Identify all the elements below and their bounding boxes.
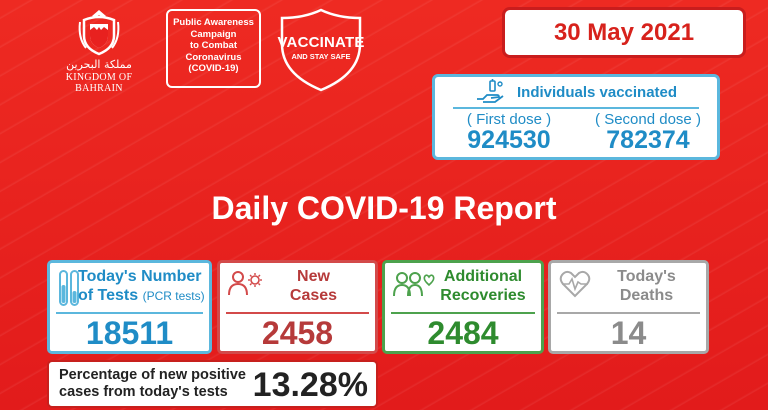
recoveries-label-line-1: Additional — [443, 268, 523, 285]
tests-label-line-1: Today's Number — [78, 268, 202, 285]
campaign-line: Public Awareness — [173, 17, 254, 28]
second-dose-value: 782374 — [606, 126, 690, 154]
positivity-label-line-1: Percentage of new positive — [59, 367, 246, 383]
campaign-line: Coronavirus — [185, 51, 242, 63]
deaths-label-line-1: Today's — [617, 268, 676, 285]
positivity-label-line-2: cases from today's tests — [59, 384, 228, 401]
report-title: Daily COVID-19 Report — [211, 190, 557, 226]
report-date-text: 30 May 2021 — [553, 18, 695, 46]
new-cases-value: 2458 — [261, 315, 334, 351]
campaign-line: Campaign — [190, 28, 237, 40]
vaccination-divider — [453, 107, 699, 109]
second-dose: ( Second dose ) 782374 — [583, 111, 713, 153]
heart-pulse-icon — [559, 270, 591, 298]
vaccination-title: Individuals vaccinated — [517, 83, 678, 101]
people-heart-icon — [393, 272, 435, 297]
campaign-box: Public Awareness Campaign to Combat Coro… — [166, 9, 261, 88]
emblem-english-text: KINGDOM OF BAHRAIN — [65, 72, 133, 94]
vaccination-panel: Individuals vaccinated ( First dose ) 92… — [432, 74, 720, 160]
new-cases-divider — [226, 312, 369, 314]
recoveries-label: Additional Recoveries — [385, 263, 541, 311]
shield-icon — [280, 8, 362, 92]
tests-card: Today's Number of Tests (PCR tests) 1851… — [47, 260, 212, 354]
deaths-label-line-2: Deaths — [619, 287, 674, 305]
recoveries-divider — [391, 312, 535, 314]
positivity-box: Percentage of new positive cases from to… — [47, 360, 378, 408]
campaign-line: (COVID-19) — [188, 63, 239, 75]
recoveries-value: 2484 — [427, 315, 499, 351]
test-tubes-icon — [59, 270, 79, 306]
tests-value: 18511 — [85, 315, 174, 351]
new-cases-label: New Cases — [220, 263, 375, 311]
recoveries-label-line-2: Recoveries — [440, 287, 526, 305]
report-date: 30 May 2021 — [502, 7, 746, 58]
vaccination-header: Individuals vaccinated — [435, 77, 717, 107]
recoveries-card: Additional Recoveries 2484 — [382, 260, 544, 354]
vaccinate-subtitle: AND STAY SAFE — [291, 52, 351, 61]
tests-divider — [56, 312, 203, 314]
first-dose: ( First dose ) 924530 — [449, 111, 569, 153]
bahrain-emblem: مملكة البحرين KINGDOM OF BAHRAIN — [44, 8, 154, 94]
person-virus-icon — [228, 271, 262, 296]
tests-label-line-2: of Tests (PCR tests) — [78, 286, 209, 305]
new-cases-card: New Cases 2458 — [217, 260, 378, 354]
first-dose-value: 924530 — [467, 126, 551, 154]
deaths-card: Today's Deaths 14 — [548, 260, 709, 354]
new-cases-label-line-1: New — [297, 268, 330, 285]
emblem-arabic-text: مملكة البحرين — [66, 58, 132, 71]
bahrain-emblem-icon — [78, 10, 120, 56]
second-dose-label: ( Second dose ) — [595, 111, 701, 128]
new-cases-label-line-2: Cases — [289, 287, 338, 305]
campaign-line: to Combat — [190, 40, 237, 52]
first-dose-label: ( First dose ) — [466, 111, 552, 128]
vaccinate-title: VACCINATE — [277, 34, 365, 51]
tests-label-line-2-text: of Tests — [78, 287, 139, 305]
tests-label: Today's Number of Tests (PCR tests) — [50, 263, 209, 311]
positivity-label: Percentage of new positive cases from to… — [59, 367, 259, 402]
deaths-value: 14 — [610, 315, 647, 351]
positivity-value: 13.28% — [252, 366, 368, 404]
vaccine-hand-icon — [477, 79, 504, 103]
deaths-divider — [557, 312, 700, 314]
deaths-label: Today's Deaths — [551, 263, 706, 311]
tests-label-small: (PCR tests) — [142, 289, 205, 304]
vaccinate-badge: VACCINATE AND STAY SAFE — [276, 6, 366, 94]
